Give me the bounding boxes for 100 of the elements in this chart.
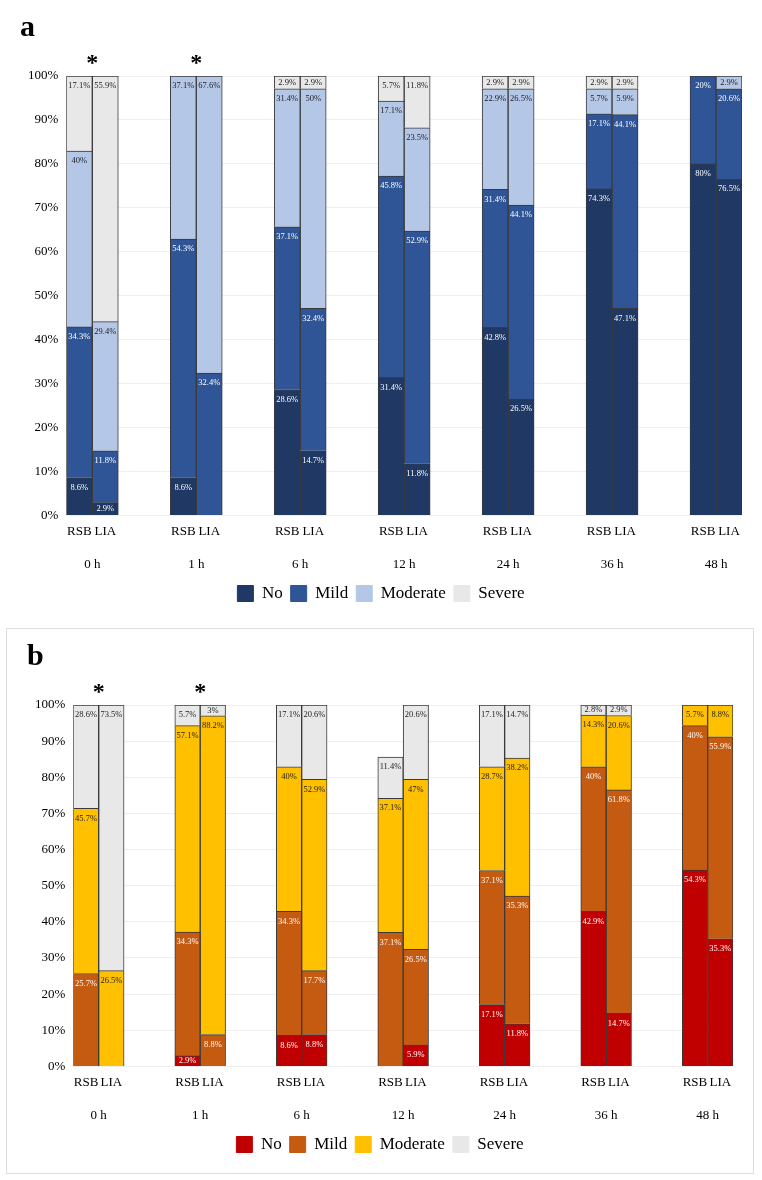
y-tick-label: 50% xyxy=(34,287,59,303)
data-label: 45.7% xyxy=(75,812,97,823)
data-label: 38.2% xyxy=(506,762,529,773)
legend-label: No xyxy=(261,582,283,602)
legend-label: Severe xyxy=(477,1133,524,1153)
data-label: 26.5% xyxy=(510,92,533,103)
text: 1 h xyxy=(192,1107,209,1123)
data-label: 2.9% xyxy=(486,76,504,87)
data-label: 17.1% xyxy=(588,118,611,129)
x-tick-label: RSB xyxy=(276,1073,302,1089)
data-label: 37.1% xyxy=(480,874,503,885)
data-label: 11.4% xyxy=(379,761,402,772)
data-label: 2.9% xyxy=(609,704,628,715)
data-label: 20.6% xyxy=(718,92,740,103)
x-tick-label: RSB xyxy=(682,1073,708,1089)
data-label: 35.3% xyxy=(709,943,732,954)
x-tick-label: RSB xyxy=(175,1073,201,1089)
data-label: 3% xyxy=(207,704,219,715)
text: 36 h xyxy=(594,1107,619,1123)
data-label: 44.1% xyxy=(614,118,637,129)
text: 1 h xyxy=(188,556,205,572)
data-label: 54.3% xyxy=(172,243,195,254)
y-tick-label: 80% xyxy=(41,768,66,784)
x-tick-label: RSB xyxy=(482,522,508,538)
data-label: 73.5% xyxy=(100,709,123,720)
y-tick-label: 70% xyxy=(34,199,59,215)
x-tick-label: LIA xyxy=(198,522,221,538)
data-label: 32.4% xyxy=(302,312,325,323)
data-label: 55.9% xyxy=(709,741,732,752)
annotation: * xyxy=(194,678,207,704)
y-tick-label: 40% xyxy=(41,913,66,929)
data-label: 26.5% xyxy=(404,953,427,964)
y-tick-label: 20% xyxy=(41,985,66,1001)
data-label: 40% xyxy=(585,771,602,782)
data-label: 2.9% xyxy=(616,76,634,87)
x-tick-label: LIA xyxy=(506,1073,529,1089)
y-tick-label: 50% xyxy=(41,877,66,893)
data-label: 2.9% xyxy=(96,503,115,514)
y-tick-label: 30% xyxy=(41,949,66,965)
y-tick-label: 30% xyxy=(34,375,59,390)
x-tick-label: LIA xyxy=(406,522,429,538)
data-label: 26.5% xyxy=(100,974,123,985)
data-label: 11.8% xyxy=(406,467,428,478)
data-label: 20.6% xyxy=(607,719,630,730)
y-tick-label: 80% xyxy=(34,155,59,171)
y-tick-label: 10% xyxy=(34,462,59,478)
data-label: 52.9% xyxy=(406,235,429,246)
x-tick-label: LIA xyxy=(100,1073,123,1089)
data-label: 5.7% xyxy=(178,709,197,720)
data-label: 2.9% xyxy=(720,76,738,87)
x-tick-label: RSB xyxy=(378,1073,404,1089)
data-label: 76.5% xyxy=(718,183,740,194)
data-label: 37.1% xyxy=(379,802,402,813)
data-label: 44.1% xyxy=(510,209,533,220)
x-tick-label: LIA xyxy=(405,1073,428,1089)
text: 0 h xyxy=(84,556,101,572)
data-label: 88.2% xyxy=(201,720,224,731)
data-label: 28.6% xyxy=(276,393,299,404)
data-label: 2.9% xyxy=(278,76,297,87)
x-tick-label: RSB xyxy=(690,522,716,538)
annotation: * xyxy=(92,678,105,704)
data-label: 2.8% xyxy=(584,704,603,715)
x-tick-label: LIA xyxy=(614,522,637,538)
data-label: 67.6% xyxy=(198,80,221,91)
data-label: 22.9% xyxy=(484,92,507,103)
data-label: 61.8% xyxy=(607,794,630,805)
y-tick-label: 90% xyxy=(34,111,59,127)
data-label: 47.1% xyxy=(614,312,637,323)
data-label: 2.9% xyxy=(304,76,323,87)
data-label: 37.1% xyxy=(276,230,299,241)
data-label: 8.8% xyxy=(711,709,730,720)
data-label: 74.3% xyxy=(588,193,611,204)
y-tick-label: 10% xyxy=(41,1021,66,1037)
data-label: 47% xyxy=(408,783,424,794)
x-tick-label: LIA xyxy=(94,522,117,538)
y-tick-label: 70% xyxy=(41,804,66,820)
data-label: 17.1% xyxy=(68,80,91,91)
text: 24 h xyxy=(496,556,520,572)
x-tick-label: RSB xyxy=(73,1073,99,1089)
text: 0 h xyxy=(90,1107,108,1123)
data-label: 31.4% xyxy=(276,92,299,103)
y-tick-label: 0% xyxy=(40,506,59,522)
text: 12 h xyxy=(391,1107,416,1123)
data-label: 37.1% xyxy=(379,936,402,947)
data-label: 52.9% xyxy=(303,783,326,794)
data-label: 8.8% xyxy=(305,1038,324,1049)
data-label: 26.5% xyxy=(510,403,533,414)
y-tick-label: 100% xyxy=(34,696,66,712)
legend-label: Mild xyxy=(314,1133,348,1153)
data-label: 5.9% xyxy=(406,1049,425,1060)
data-label: 8.6% xyxy=(280,1039,298,1050)
chart-title: a xyxy=(20,8,35,42)
data-label: 5.9% xyxy=(616,92,634,103)
data-label: 2.9% xyxy=(590,76,608,87)
x-tick-label: RSB xyxy=(479,1073,505,1089)
x-tick-label: RSB xyxy=(378,522,404,538)
annotation: * xyxy=(190,49,203,75)
legend-label: Moderate xyxy=(380,582,446,602)
text: 36 h xyxy=(600,556,624,572)
data-label: 14.3% xyxy=(582,719,605,730)
